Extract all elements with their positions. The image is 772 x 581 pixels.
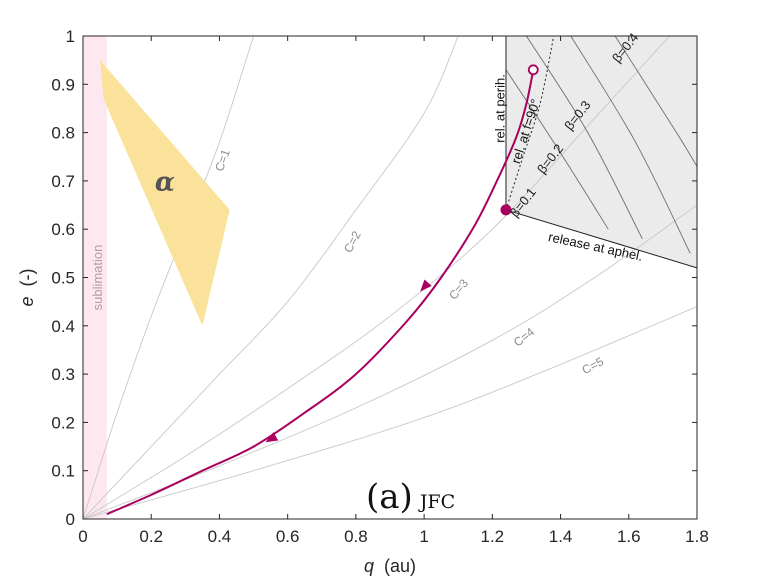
trajectory-start-marker bbox=[500, 204, 512, 216]
x-tick-label: 1.4 bbox=[549, 527, 573, 546]
sublimation-band bbox=[83, 36, 107, 519]
beta-line-0-3 bbox=[570, 36, 691, 254]
x-axis-variable: q bbox=[364, 556, 374, 576]
y-tick-label: 0.3 bbox=[51, 365, 75, 384]
trajectory-arrow-1 bbox=[265, 432, 279, 443]
y-tick-label: 0.4 bbox=[51, 317, 75, 336]
c-curve-c-2 bbox=[83, 36, 459, 519]
y-tick-label: 0 bbox=[66, 510, 75, 529]
y-tick-label: 0.7 bbox=[51, 172, 75, 191]
c-curve-c-3 bbox=[83, 36, 671, 519]
label-alpha: α bbox=[155, 168, 175, 198]
clipped-plot bbox=[83, 36, 697, 519]
release-f90-curve bbox=[505, 36, 555, 211]
x-tick-label: 1.8 bbox=[685, 527, 709, 546]
panel-letter: (a) bbox=[366, 477, 413, 517]
x-tick-label: 0 bbox=[78, 527, 87, 546]
x-axis-unit: (au) bbox=[384, 556, 416, 576]
y-tick-label: 0.1 bbox=[51, 462, 75, 481]
x-tick-label: 1 bbox=[419, 527, 428, 546]
release-region bbox=[506, 36, 697, 268]
beta-line-0-1 bbox=[505, 69, 609, 230]
y-axis-unit: (-) bbox=[17, 268, 37, 286]
beta-line-0-4 bbox=[614, 36, 697, 167]
alpha-region bbox=[100, 60, 230, 326]
release-aphelion-boundary bbox=[505, 209, 697, 269]
y-tick-label: 0.8 bbox=[51, 124, 75, 143]
plot-area: C=1C=2C=3C=4C=5β=0.1β=0.2β=0.3β=0.4rel. … bbox=[83, 30, 697, 519]
y-axis-variable: e bbox=[17, 296, 37, 306]
label-release-perihelion: rel. at perih. bbox=[492, 74, 507, 143]
trajectory-end-marker bbox=[527, 64, 539, 76]
c-curve-c-1 bbox=[83, 36, 255, 519]
y-tick-label: 0.5 bbox=[51, 269, 75, 288]
y-tick-label: 0.2 bbox=[51, 413, 75, 432]
x-tick-label: 0.4 bbox=[208, 527, 232, 546]
trajectory-line bbox=[106, 69, 535, 516]
y-tick-label: 1 bbox=[66, 27, 75, 46]
panel-label: (a) JFC bbox=[366, 477, 455, 517]
axis-ticks: 0 0.2 0.4 0.6 0.8 1 1.2 1.4 1.6 1.8 0 0.1 0.2 0.3 0.4 0… bbox=[51, 27, 708, 546]
c-curve-c-5 bbox=[83, 306, 697, 519]
x-tick-label: 0.6 bbox=[276, 527, 300, 546]
beta-line-0-2 bbox=[526, 36, 643, 240]
y-axis-label: e (-) bbox=[17, 268, 37, 306]
y-tick-label: 0.6 bbox=[51, 220, 75, 239]
label-sublimation: sublimation bbox=[90, 245, 105, 311]
trajectory-arrow-2 bbox=[420, 279, 432, 292]
x-tick-label: 0.2 bbox=[139, 527, 163, 546]
c-curve-c-4 bbox=[83, 204, 697, 519]
x-tick-label: 0.8 bbox=[344, 527, 368, 546]
panel-tag: JFC bbox=[418, 491, 455, 513]
x-tick-label: 1.6 bbox=[617, 527, 641, 546]
x-tick-label: 1.2 bbox=[481, 527, 505, 546]
y-tick-label: 0.9 bbox=[51, 75, 75, 94]
x-axis-label: q (au) bbox=[364, 556, 416, 576]
